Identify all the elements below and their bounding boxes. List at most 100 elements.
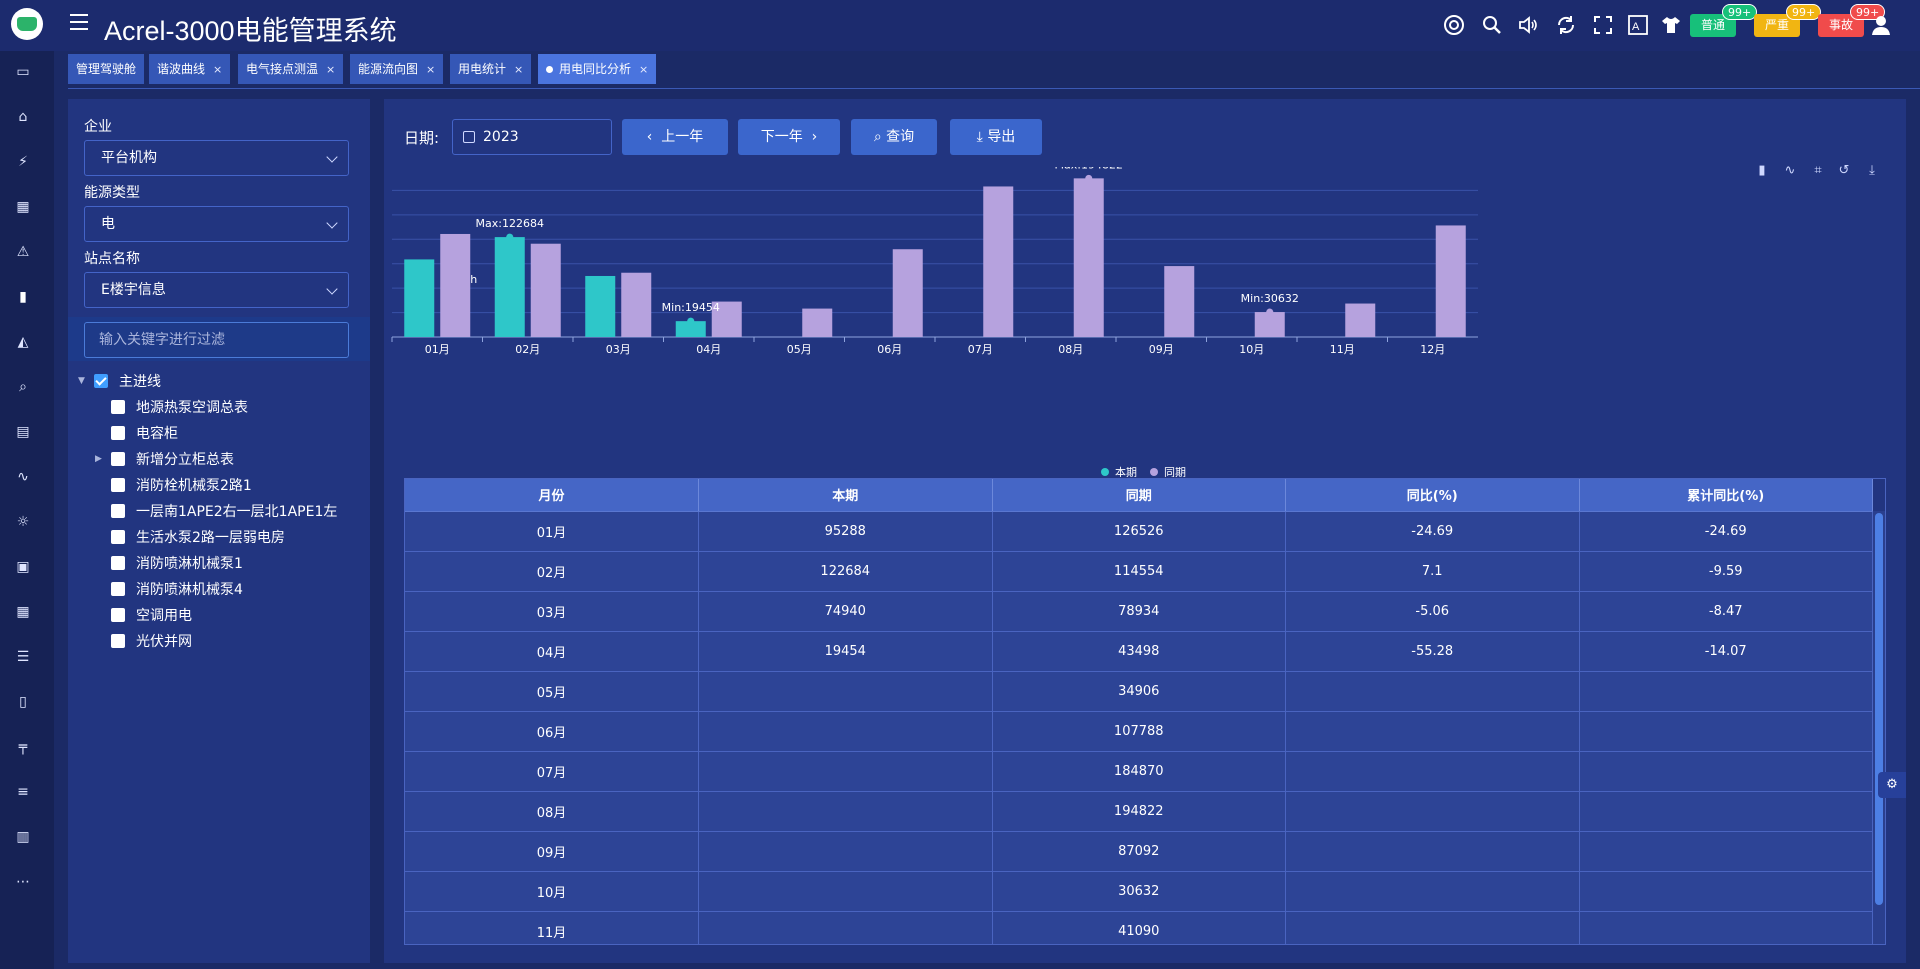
save-image-icon[interactable]: ⤓ [1869, 163, 1875, 178]
list-icon[interactable]: ≡ [17, 784, 29, 800]
col-month-header[interactable]: 月份 [405, 479, 699, 512]
legend-previous[interactable]: 同期 [1164, 466, 1186, 477]
alarm-normal-button[interactable]: 普通 [1690, 14, 1736, 37]
table-scrollbar[interactable] [1873, 511, 1885, 944]
bar-current-01月[interactable] [404, 259, 435, 337]
alarm-severe-button[interactable]: 严重 [1754, 14, 1800, 37]
tree-checkbox[interactable] [111, 530, 125, 544]
next-year-button[interactable]: 下一年 › [738, 119, 840, 155]
tree-item[interactable]: 生活水泵2路一层弱电房 [111, 527, 285, 547]
fullscreen-icon[interactable] [1592, 14, 1614, 36]
bar-previous-03月[interactable] [621, 272, 652, 337]
close-icon[interactable]: × [514, 63, 524, 76]
bar-previous-09月[interactable] [1164, 266, 1195, 337]
zoom-icon[interactable]: ⌗ [1814, 163, 1822, 178]
energy-icon[interactable]: ⚡ [18, 154, 28, 170]
server-icon[interactable]: ☰ [16, 649, 30, 665]
bar-previous-02月[interactable] [530, 243, 561, 337]
line-switch-icon[interactable]: ∿ [1784, 163, 1796, 178]
search-report-icon[interactable]: ⌕ [19, 379, 27, 395]
tree-checkbox[interactable] [111, 608, 125, 622]
tree-filter-input[interactable] [84, 322, 349, 358]
tree-checkbox[interactable] [111, 634, 125, 648]
energy-type-select[interactable]: 电 [84, 206, 349, 242]
col-current-header[interactable]: 本期 [698, 479, 993, 512]
bar-previous-01月[interactable] [440, 233, 471, 337]
bar-current-03月[interactable] [585, 275, 616, 337]
caret-down-icon[interactable]: ▼ [78, 376, 85, 386]
table-row[interactable]: 03月 74940 78934 -5.06 -8.47 [405, 591, 1873, 632]
caret-right-icon[interactable]: ▶ [95, 454, 102, 464]
alarm-accident-button[interactable]: 事故 [1818, 14, 1864, 37]
tree-item[interactable]: 空调用电 [111, 605, 192, 625]
tree-item[interactable]: ▶ 新增分立柜总表 [95, 452, 234, 468]
menu-toggle-icon[interactable] [70, 14, 88, 30]
tree-checkbox[interactable] [111, 400, 125, 414]
export-button[interactable]: ⤓ 导出 [950, 119, 1042, 155]
close-icon[interactable]: × [213, 63, 223, 76]
pipe-icon[interactable]: ╤ [18, 739, 28, 755]
query-button[interactable]: ⌕ 查询 [851, 119, 937, 155]
trend-icon[interactable]: ∿ [17, 469, 29, 485]
tree-item[interactable]: 消防栓机械泵2路1 [111, 475, 252, 495]
close-icon[interactable]: × [639, 63, 649, 76]
legend-current[interactable]: 本期 [1115, 465, 1137, 477]
table-row[interactable]: 05月 34906 [405, 671, 1873, 712]
bar-previous-12月[interactable] [1435, 225, 1466, 337]
refresh-icon[interactable] [1555, 14, 1577, 36]
bar-previous-06月[interactable] [892, 249, 923, 337]
bar-previous-04月[interactable] [711, 301, 742, 337]
bar-switch-icon[interactable]: ▮ [1758, 163, 1766, 178]
tree-checkbox[interactable] [111, 478, 125, 492]
bar-chart-icon[interactable]: ▮ [19, 289, 27, 305]
tree-item[interactable]: 消防喷淋机械泵4 [111, 579, 243, 599]
close-icon[interactable]: × [326, 63, 336, 76]
home-icon[interactable]: ⌂ [18, 109, 28, 125]
columns-icon[interactable]: ▥ [16, 829, 30, 845]
tree-item[interactable]: 一层南1APE2右一层北1APE1左 [111, 501, 337, 521]
table-row[interactable]: 07月 184870 [405, 751, 1873, 792]
tab-usage-stats[interactable]: 用电统计 × [450, 54, 532, 84]
doc-chart-icon[interactable]: ▣ [16, 559, 30, 575]
table-row[interactable]: 11月 41090 [405, 911, 1873, 944]
bar-current-04月[interactable] [675, 321, 706, 337]
alarm-light-icon[interactable]: ⚠ [16, 244, 30, 260]
user-icon[interactable] [1870, 14, 1892, 36]
extinguisher-icon[interactable]: ▯ [19, 694, 27, 710]
area-chart-icon[interactable]: ◭ [17, 334, 29, 350]
more-icon[interactable]: ⋯ [16, 874, 30, 890]
tree-checkbox[interactable] [111, 582, 125, 596]
tree-checkbox[interactable] [94, 374, 108, 388]
bar-previous-11月[interactable] [1345, 303, 1376, 337]
settings-sliders-icon[interactable]: ⚙ [1878, 772, 1906, 798]
station-select[interactable]: E楼宇信息 [84, 272, 349, 308]
table-row[interactable]: 04月 19454 43498 -55.28 -14.07 [405, 631, 1873, 672]
scrollbar-thumb[interactable] [1875, 513, 1883, 905]
bar-previous-10月[interactable] [1254, 312, 1285, 337]
tree-item[interactable]: 消防喷淋机械泵1 [111, 553, 243, 573]
tree-checkbox[interactable] [111, 556, 125, 570]
tab-yoy-analysis[interactable]: 用电同比分析 × [538, 54, 657, 84]
company-select[interactable]: 平台机构 [84, 140, 349, 176]
translate-icon[interactable]: A [1627, 14, 1649, 36]
prev-year-button[interactable]: ‹ 上一年 [622, 119, 728, 155]
col-cumulative-header[interactable]: 累计同比(%) [1579, 479, 1873, 512]
close-icon[interactable]: × [426, 63, 436, 76]
table-row[interactable]: 10月 30632 [405, 871, 1873, 912]
monitor-icon[interactable]: ▭ [16, 64, 30, 80]
factory-icon[interactable]: ▦ [16, 199, 30, 215]
col-previous-header[interactable]: 同期 [992, 479, 1286, 512]
table-row[interactable]: 02月 122684 114554 7.1 -9.59 [405, 551, 1873, 592]
restore-icon[interactable]: ↺ [1838, 163, 1850, 178]
tab-cockpit[interactable]: 管理驾驶舱 [68, 54, 145, 84]
tree-item[interactable]: 光伏并网 [111, 631, 192, 651]
table-row[interactable]: 06月 107788 [405, 711, 1873, 752]
table-row[interactable]: 01月 95288 126526 -24.69 -24.69 [405, 511, 1873, 552]
bar-current-02月[interactable] [494, 237, 525, 337]
bar-previous-08月[interactable] [1073, 178, 1104, 337]
tab-temperature[interactable]: 电气接点测温 × [238, 54, 344, 84]
bar-previous-07月[interactable] [983, 186, 1014, 337]
theme-icon[interactable] [1660, 14, 1682, 36]
tab-harmonic[interactable]: 谐波曲线 × [149, 54, 231, 84]
table-row[interactable]: 08月 194822 [405, 791, 1873, 832]
